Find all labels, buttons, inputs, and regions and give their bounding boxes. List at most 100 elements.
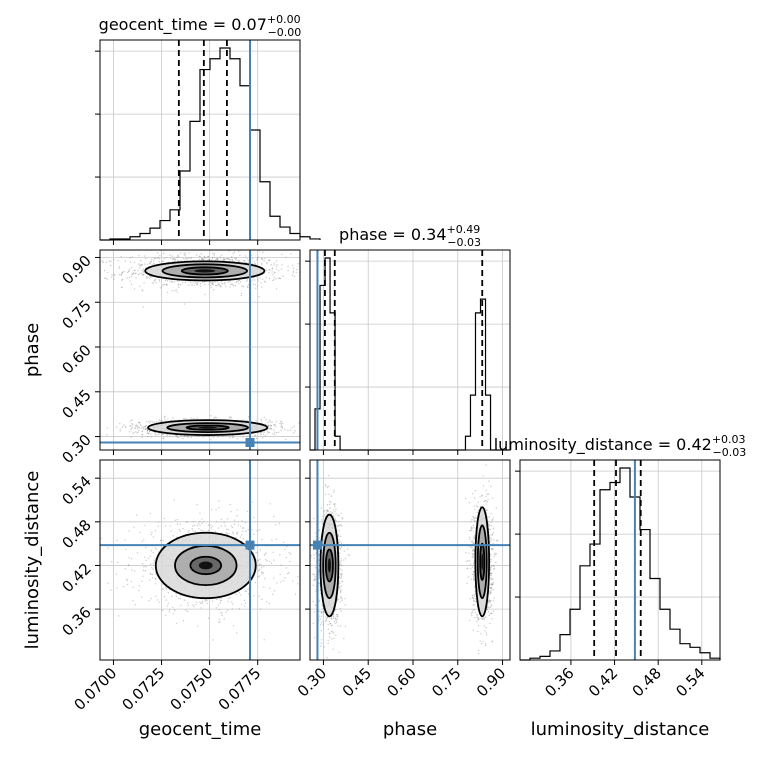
sample-point	[473, 505, 475, 507]
sample-point	[273, 577, 275, 579]
sample-point	[201, 281, 204, 283]
sample-point	[236, 632, 238, 634]
x-tick-label: 0.42	[585, 664, 621, 700]
sample-point	[328, 500, 331, 503]
sample-point	[334, 622, 336, 624]
sample-point	[286, 545, 288, 548]
sample-point	[276, 265, 278, 268]
sample-point	[267, 421, 269, 424]
sample-point	[199, 512, 201, 514]
sample-point	[247, 528, 249, 531]
sample-point	[312, 573, 314, 575]
sample-point	[159, 420, 161, 422]
sample-point	[204, 281, 206, 283]
sample-point	[318, 559, 320, 561]
sample-point	[218, 608, 221, 611]
sample-point	[335, 609, 337, 611]
sample-point	[138, 422, 141, 424]
sample-point	[331, 512, 333, 515]
sample-point	[226, 533, 228, 535]
sample-point	[127, 564, 130, 566]
sample-point	[144, 428, 147, 431]
sample-point	[488, 480, 490, 482]
sample-point	[133, 431, 135, 434]
y-tick-label: 0.36	[58, 603, 94, 639]
sample-point	[333, 503, 335, 506]
sample-point	[235, 593, 237, 595]
x-tick-label: 0.0775	[215, 664, 265, 714]
sample-point	[330, 511, 332, 513]
sample-point	[265, 269, 268, 272]
sample-point	[269, 560, 271, 563]
sample-point	[183, 435, 186, 437]
sample-point	[297, 576, 299, 578]
sample-point	[267, 260, 270, 262]
sample-point	[303, 427, 304, 428]
sample-point	[281, 264, 283, 266]
title-sup: +0.49	[447, 223, 481, 236]
sample-point	[231, 283, 233, 285]
sample-point	[183, 259, 186, 261]
sample-point	[134, 272, 137, 275]
sample-point	[204, 257, 206, 259]
sample-point	[257, 576, 259, 578]
panel-title: phase = 0.34+0.49 −0.03	[339, 223, 481, 249]
sample-point	[275, 524, 277, 526]
sample-point	[222, 258, 224, 261]
title-sub: −0.03	[713, 446, 747, 459]
sample-point	[326, 510, 329, 513]
sample-point	[326, 509, 328, 511]
sample-point	[152, 536, 155, 538]
sample-point	[128, 268, 131, 271]
sample-point	[216, 259, 218, 261]
sample-point	[143, 271, 145, 273]
sample-point	[332, 615, 335, 618]
sample-point	[471, 596, 474, 599]
sample-point	[488, 599, 491, 601]
title-sup: +0.00	[267, 13, 301, 26]
sample-point	[176, 291, 179, 293]
sample-point	[147, 557, 150, 560]
sample-point	[255, 287, 257, 290]
sample-point	[267, 424, 270, 427]
sample-point	[256, 530, 258, 532]
sample-point	[334, 503, 336, 505]
sample-point	[196, 282, 198, 284]
sample-point	[321, 518, 323, 520]
sample-point	[470, 529, 472, 531]
sample-point	[473, 603, 475, 606]
sample-point	[111, 561, 113, 563]
x-tick-label: 0.48	[629, 664, 665, 700]
sample-point	[101, 260, 104, 262]
sample-point	[229, 286, 231, 288]
sample-point	[491, 641, 493, 643]
sample-point	[139, 264, 141, 267]
sample-point	[344, 604, 346, 606]
sample-point	[150, 258, 153, 261]
sample-point	[282, 541, 285, 544]
sample-point	[262, 433, 265, 436]
sample-point	[322, 611, 324, 613]
sample-point	[132, 424, 134, 426]
sample-point	[211, 282, 213, 284]
sample-point	[254, 279, 256, 281]
sample-point	[274, 423, 276, 426]
sample-point	[254, 581, 256, 584]
sample-point	[146, 432, 149, 434]
sample-point	[187, 602, 189, 604]
sample-point	[218, 619, 220, 621]
sample-point	[269, 427, 272, 429]
sample-point	[264, 257, 266, 260]
sample-point	[132, 272, 135, 274]
sample-point	[154, 432, 156, 435]
sample-point	[268, 419, 271, 421]
sample-point	[207, 617, 210, 619]
sample-point	[263, 431, 265, 434]
sample-point	[285, 556, 288, 559]
sample-point	[290, 253, 292, 255]
sample-point	[263, 586, 265, 588]
sample-point	[131, 426, 134, 429]
sample-point	[275, 425, 277, 428]
sample-point	[211, 283, 213, 285]
sample-point	[119, 428, 121, 430]
